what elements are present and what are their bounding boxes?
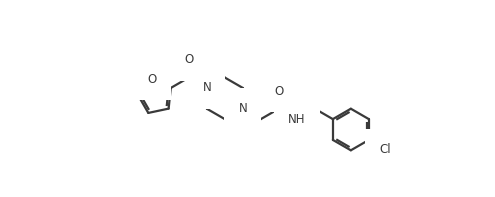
Text: O: O [274,85,284,98]
Text: N: N [202,81,211,94]
Text: O: O [184,53,194,66]
Text: O: O [147,73,156,86]
Text: NH: NH [288,113,305,126]
Text: N: N [239,102,247,115]
Text: Cl: Cl [379,143,391,156]
